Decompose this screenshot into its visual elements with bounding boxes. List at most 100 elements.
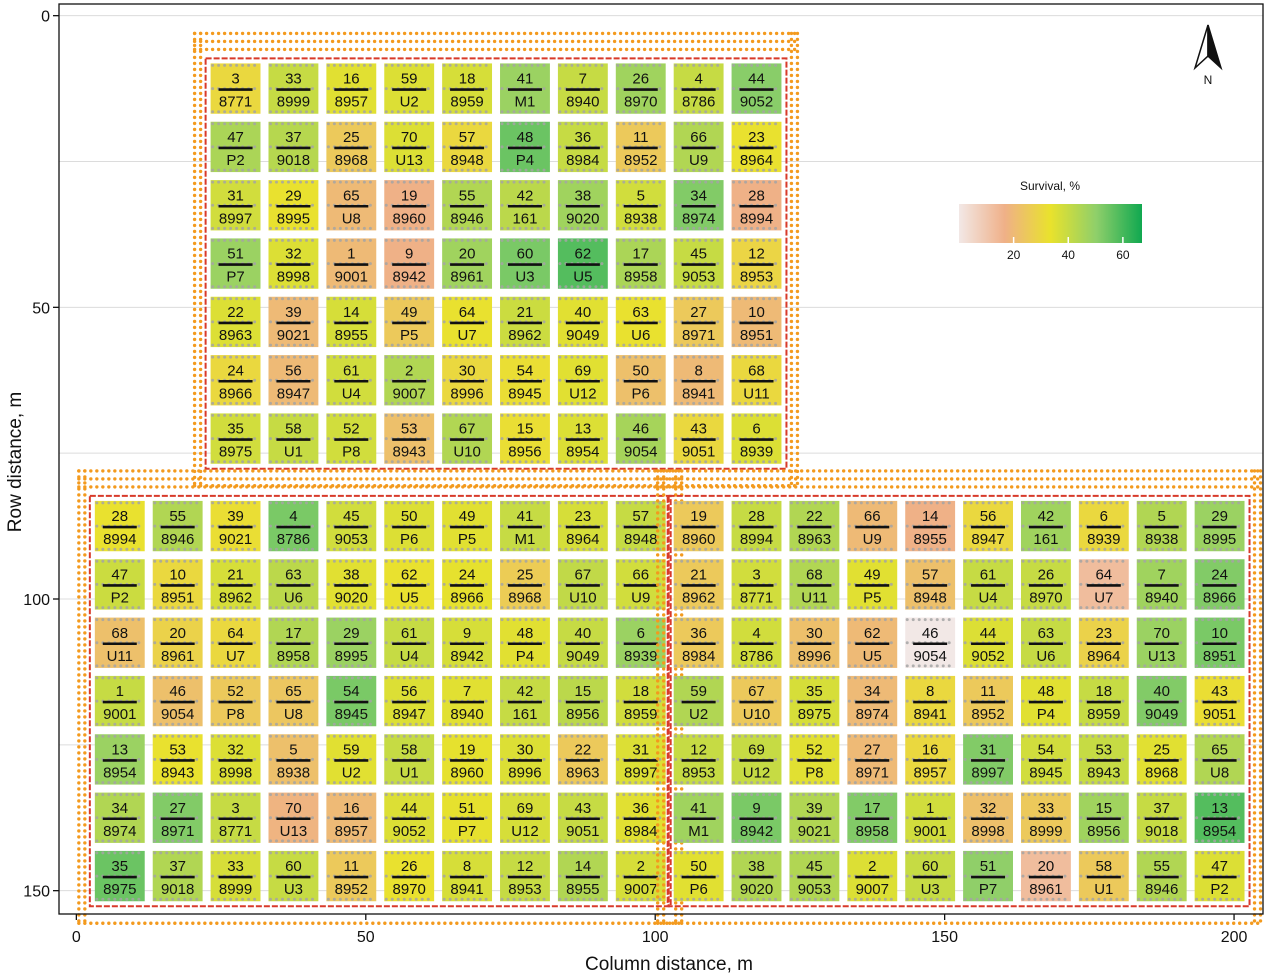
guard-dot: [217, 40, 220, 43]
guard-dot: [673, 32, 676, 35]
tree-dot: [467, 344, 470, 347]
tree-dot: [519, 839, 522, 842]
tree-dot: [287, 110, 290, 113]
tree-dot: [229, 606, 232, 609]
tree-dot: [281, 606, 284, 609]
guard-dot: [796, 482, 799, 485]
tree-dot: [543, 239, 546, 242]
tree-dot: [339, 64, 342, 67]
tree-dot: [357, 344, 360, 347]
plot-number: 65: [285, 683, 302, 700]
clone-code: 8940: [450, 706, 483, 723]
guard-dot: [679, 32, 682, 35]
tree-dot: [564, 110, 567, 113]
guard-dot: [217, 32, 220, 35]
tree-dot: [403, 501, 406, 504]
tree-dot: [501, 781, 504, 784]
tree-dot: [327, 758, 330, 761]
guard-dot: [733, 32, 736, 35]
tree-dot: [774, 356, 777, 359]
tree-dot: [600, 204, 603, 207]
tree-dot: [704, 402, 707, 405]
tree-dot: [674, 204, 677, 207]
tree-dot: [327, 606, 330, 609]
tree-dot: [443, 758, 446, 761]
tree-dot: [507, 851, 510, 854]
clone-code: 9054: [161, 706, 194, 723]
tree-dot: [634, 460, 637, 463]
tree-dot: [449, 548, 452, 551]
guard-dot: [607, 40, 610, 43]
tree-dot: [311, 700, 314, 703]
guard-dot: [445, 32, 448, 35]
plot-number: 51: [459, 800, 476, 817]
clone-code: 8962: [219, 589, 252, 606]
tree-dot: [327, 460, 330, 463]
guard-dot: [199, 134, 202, 137]
plot-number: 20: [459, 246, 476, 263]
guard-dot: [215, 469, 218, 472]
tree-dot: [153, 501, 156, 504]
tree-dot: [299, 297, 302, 300]
tree-dot: [479, 344, 482, 347]
tree-dot: [287, 285, 290, 288]
tree-dot: [189, 560, 192, 563]
tree-dot: [403, 356, 406, 359]
tree-dot: [351, 793, 354, 796]
tree-dot: [293, 64, 296, 67]
guard-dot: [193, 296, 196, 299]
tree-dot: [732, 344, 735, 347]
clone-code: 8953: [508, 881, 541, 898]
tree-dot: [716, 402, 719, 405]
clone-code: 8955: [566, 881, 599, 898]
tree-dot: [525, 297, 528, 300]
tree-dot: [241, 548, 244, 551]
tree-dot: [600, 525, 603, 528]
tree-dot: [485, 262, 488, 265]
tree-dot: [333, 239, 336, 242]
tree-dot: [473, 356, 476, 359]
tree-dot: [443, 402, 446, 405]
tree-dot: [415, 560, 418, 563]
clone-code: U5: [400, 589, 419, 606]
guard-dot: [199, 194, 202, 197]
tree-dot: [525, 793, 528, 796]
tree-dot: [269, 816, 272, 819]
tree-dot: [235, 122, 238, 125]
tree-dot: [287, 460, 290, 463]
tree-dot: [732, 64, 735, 67]
tree-dot: [385, 437, 388, 440]
guard-dot: [796, 428, 799, 431]
tree-dot: [501, 676, 504, 679]
clone-code: 8996: [450, 385, 483, 402]
tree-dot: [253, 414, 256, 417]
guard-dot: [179, 469, 182, 472]
tree-dot: [443, 204, 446, 207]
clone-code: 9051: [566, 823, 599, 840]
tree-dot: [674, 460, 677, 463]
guard-dot: [796, 392, 799, 395]
tree-dot: [211, 181, 214, 184]
tree-dot: [616, 875, 619, 878]
guard-dot: [667, 48, 670, 51]
tree-dot: [744, 285, 747, 288]
tree-dot: [247, 898, 250, 901]
guard-dot: [790, 266, 793, 269]
tree-dot: [177, 501, 180, 504]
tree-dot: [768, 122, 771, 125]
guard-dot: [565, 40, 568, 43]
guard-dot: [199, 308, 202, 311]
tree-dot: [616, 262, 619, 265]
guard-dot: [199, 110, 202, 113]
clone-code: 9021: [219, 531, 252, 548]
tree-dot: [600, 606, 603, 609]
clone-code: 8947: [393, 706, 426, 723]
plot-number: 10: [748, 304, 765, 321]
guard-dot: [313, 32, 316, 35]
tree-dot: [427, 700, 430, 703]
guard-dot: [205, 40, 208, 43]
